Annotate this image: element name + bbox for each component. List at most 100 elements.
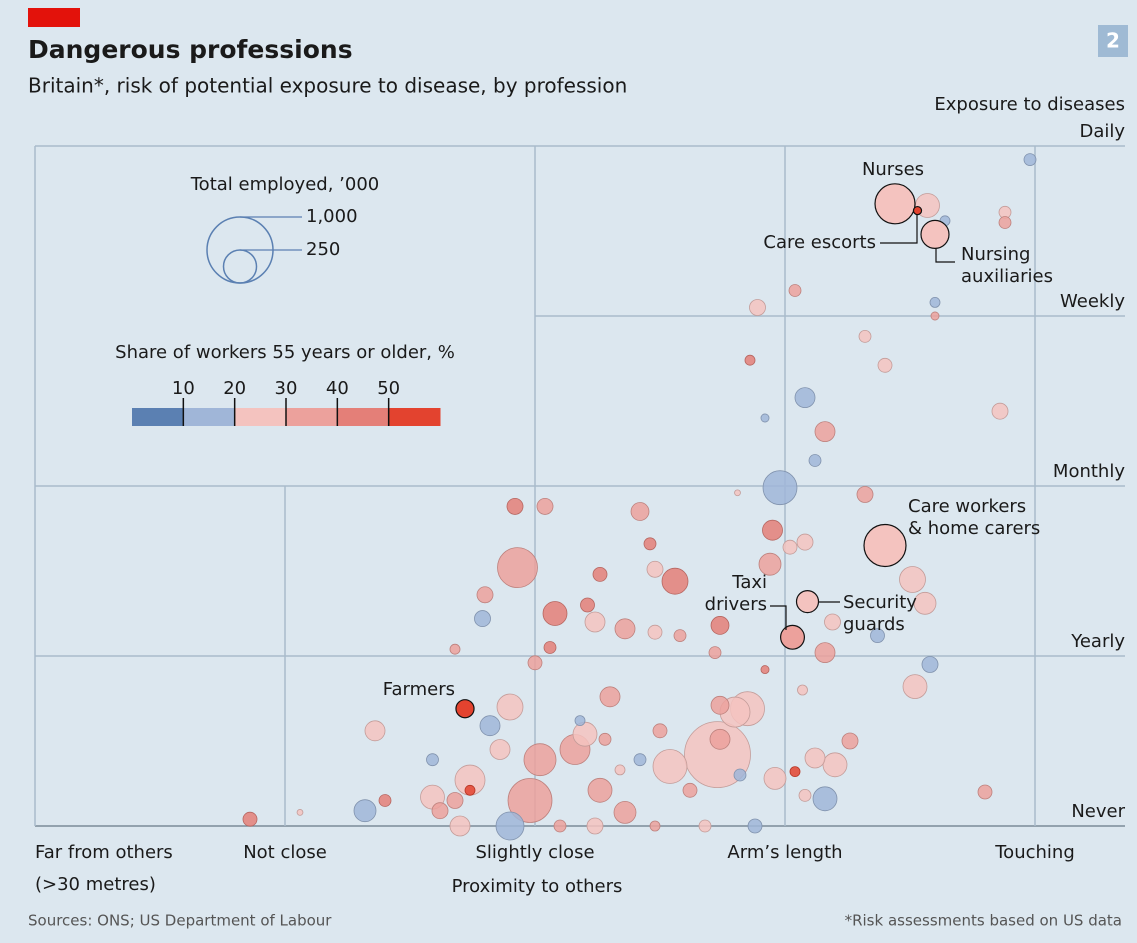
bubble [542, 601, 568, 626]
badge: 2 [1106, 29, 1120, 53]
x-tick-note: (>30 metres) [35, 874, 156, 895]
bubble [580, 597, 595, 613]
bubble [378, 794, 392, 807]
bubble [489, 739, 511, 760]
bubble [536, 497, 554, 515]
bubble [780, 624, 805, 650]
bubble [572, 721, 598, 747]
bubble [902, 674, 928, 699]
y-tick-label: Never [1071, 801, 1125, 822]
bubble [646, 560, 664, 578]
bubble [649, 820, 661, 832]
bubble [296, 809, 304, 816]
bubble [734, 489, 741, 497]
color-legend-swatch [132, 408, 184, 426]
bubble [449, 643, 461, 655]
bubble [899, 566, 926, 593]
bubble [977, 784, 993, 800]
bubble [586, 817, 604, 835]
bubble [794, 387, 816, 409]
bubble [804, 747, 826, 769]
bubble [708, 646, 722, 659]
bubble [449, 815, 471, 837]
bubble [527, 655, 543, 671]
bubble [698, 819, 712, 833]
color-legend-swatch [337, 408, 390, 426]
bubble [652, 749, 688, 784]
bubble [808, 454, 822, 467]
bubble [788, 284, 802, 297]
bubble [929, 296, 941, 308]
bubble [446, 792, 464, 809]
bubble [643, 537, 657, 551]
color-legend-swatch [234, 408, 287, 426]
x-tick-label: Touching [994, 842, 1075, 863]
bubble [431, 802, 449, 820]
bubble [920, 219, 950, 250]
bubble [553, 819, 567, 833]
bubble [364, 720, 386, 742]
bubble [760, 665, 770, 675]
bubble [912, 205, 923, 216]
footnote: *Risk assessments based on US data [845, 912, 1122, 930]
y-tick-label: Yearly [1070, 631, 1125, 652]
bubble [353, 799, 377, 823]
bubble [464, 784, 476, 796]
color-legend-swatch [286, 408, 338, 426]
bubble [762, 470, 798, 506]
annotation: Nursing [961, 244, 1031, 265]
size-legend-label: 1,000 [306, 206, 358, 227]
bubble [574, 715, 586, 727]
color-legend-label: 30 [275, 378, 298, 399]
bubble [858, 330, 872, 343]
bubble [796, 533, 814, 551]
annotation: Nurses [862, 159, 924, 180]
annotation: guards [843, 614, 905, 635]
bubble [673, 629, 687, 642]
bubble [613, 801, 637, 824]
bubble [630, 502, 650, 521]
annotation: & home carers [908, 518, 1040, 539]
bubble [587, 777, 613, 803]
bubble [733, 768, 747, 782]
bubble [633, 753, 647, 767]
bubble [824, 613, 841, 631]
bubble [814, 642, 836, 664]
bubble [913, 591, 937, 615]
color-legend-title: Share of workers 55 years or older, % [115, 342, 455, 363]
bubble [614, 764, 626, 776]
bubble [789, 766, 801, 778]
bubble [758, 552, 782, 576]
color-legend-swatch [388, 408, 441, 426]
bubble [661, 567, 689, 595]
chart-subtitle: Britain*, risk of potential exposure to … [28, 74, 627, 98]
color-legend-label: 20 [223, 378, 246, 399]
bubble [856, 486, 874, 503]
bubble [795, 590, 820, 614]
bubble [614, 618, 636, 640]
bubble [744, 354, 756, 366]
color-legend-label: 50 [377, 378, 400, 399]
bubble [763, 767, 787, 790]
bubble [476, 586, 494, 604]
bubble [479, 715, 501, 737]
bubble [652, 723, 668, 739]
bubble [863, 523, 907, 568]
bubble [814, 421, 836, 443]
bubble [474, 610, 491, 628]
bubble [877, 357, 893, 373]
bubble [710, 616, 730, 635]
size-legend-label: 250 [306, 239, 340, 260]
bubble [930, 311, 940, 321]
bubble [506, 497, 524, 515]
bubble [747, 818, 763, 834]
bubble [543, 641, 557, 654]
bubble [749, 299, 766, 316]
color-legend-label: 40 [326, 378, 349, 399]
annotation: drivers [705, 594, 767, 615]
annotation: Care escorts [763, 232, 876, 253]
bubble [782, 539, 798, 555]
size-legend-title: Total employed, ’000 [190, 174, 379, 195]
bubble [598, 732, 612, 746]
